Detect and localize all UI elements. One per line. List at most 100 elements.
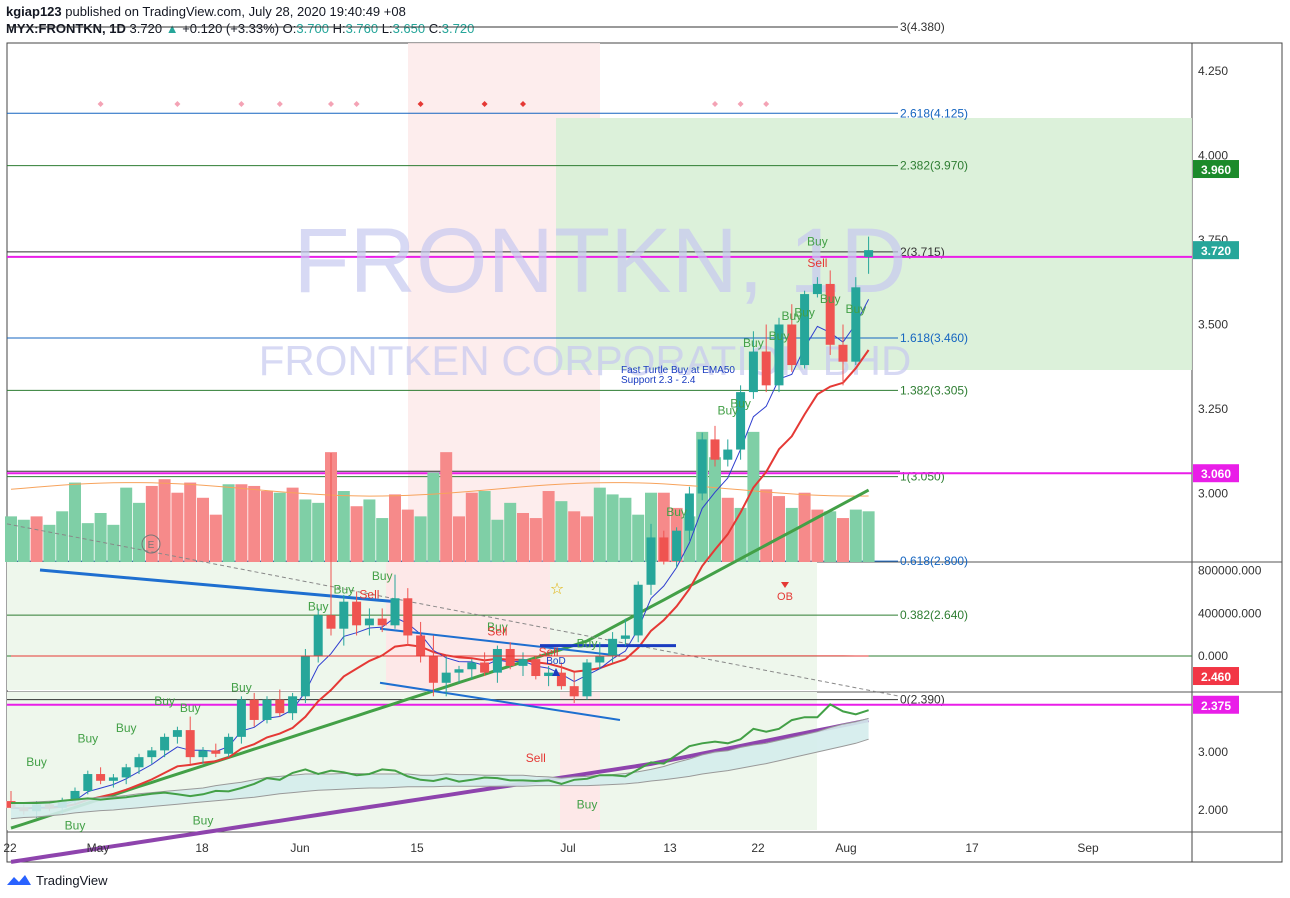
volume-bar <box>69 482 81 562</box>
fib-label: 1.618(3.460) <box>900 331 968 345</box>
volume-bar <box>862 511 875 562</box>
sell-signal-label: Sell <box>539 645 559 659</box>
fib-label: 2.618(4.125) <box>900 106 968 120</box>
diamond-marker <box>97 101 104 107</box>
candle-body <box>505 648 515 666</box>
diamond-marker <box>238 101 245 107</box>
volume-bar <box>606 494 619 562</box>
volume-bar <box>389 494 401 562</box>
diamond-marker <box>712 101 718 107</box>
volume-bar <box>158 479 171 562</box>
volume-bar <box>363 499 376 562</box>
diamond-marker <box>737 101 744 107</box>
candle-body <box>275 699 285 714</box>
ob-down-arrow-icon <box>781 582 789 588</box>
ema50-line <box>10 488 870 830</box>
osc2-buy-label: Buy <box>193 813 214 827</box>
buy-signal-label: Buy <box>730 397 751 411</box>
candle-body <box>672 530 682 562</box>
x-tick-label: 13 <box>663 841 677 855</box>
volume-bar <box>824 511 837 562</box>
volume-bar <box>235 484 248 562</box>
downtrend-line <box>6 523 901 697</box>
volume-bar <box>491 519 504 562</box>
price-tag-label: 3.720 <box>1201 244 1231 258</box>
candle-body <box>211 750 221 754</box>
candle-body <box>236 699 246 737</box>
candle-body <box>288 696 298 714</box>
price-tag-label: 3.060 <box>1201 467 1231 481</box>
x-tick-label: 22 <box>751 841 765 855</box>
candle-body <box>480 662 490 673</box>
price-tag <box>1193 695 1239 714</box>
volume-bar <box>56 511 69 562</box>
candle-body <box>736 392 746 450</box>
close-value: 3.720 <box>441 21 475 36</box>
y-tick-label: 3.000 <box>1198 487 1228 501</box>
candle-body <box>761 351 771 386</box>
volume-bar <box>465 492 478 562</box>
volume-bar <box>478 491 491 562</box>
osc1-ob-label: OB <box>777 591 793 603</box>
x-tick-label: 15 <box>410 841 424 855</box>
candle-body <box>224 736 234 754</box>
target-zone <box>556 118 1192 370</box>
candle-body <box>428 655 438 683</box>
volume-bar <box>171 492 184 562</box>
candle-body <box>441 672 451 683</box>
up-arrow-icon: ▲ <box>165 21 179 36</box>
osc2-buy-label: Buy <box>65 819 86 833</box>
candle-body <box>620 635 630 639</box>
osc2-band-upper <box>10 717 869 804</box>
volume-bar <box>811 509 824 562</box>
tradingview-footer[interactable]: TradingView <box>6 870 108 890</box>
candle-body <box>416 635 426 656</box>
ema200-line <box>10 718 869 864</box>
volume-bar <box>593 487 606 562</box>
candle-body <box>377 618 387 626</box>
fib-label: 2.382(3.970) <box>900 159 968 173</box>
volume-bar <box>248 485 261 562</box>
price-tag <box>1193 464 1239 483</box>
volume-bar <box>555 501 568 562</box>
uptrend-line <box>39 568 396 604</box>
candle-body <box>313 615 323 656</box>
buy-signal-label: Buy <box>231 681 252 695</box>
volume-bar <box>17 519 30 562</box>
annotation-text: Fast Turtle Buy at EMA50 <box>621 365 735 376</box>
candle-body <box>108 777 118 781</box>
fib-label: 3(4.380) <box>900 20 945 34</box>
buy-signal-label: Buy <box>577 637 598 651</box>
diamond-marker <box>353 101 360 107</box>
osc2-main-line <box>11 703 869 804</box>
volume-bar <box>734 507 747 562</box>
volume-bar <box>107 524 120 562</box>
high-label: H: <box>332 21 346 36</box>
diamond-marker <box>174 101 181 107</box>
author-name[interactable]: kgiap123 <box>6 4 62 19</box>
candle-body <box>518 659 528 666</box>
osc2-buy-label: Buy <box>577 798 598 812</box>
tradingview-logo-icon <box>7 875 31 885</box>
candle-body <box>723 449 733 460</box>
fib-label: 0.382(2.640) <box>900 608 968 622</box>
volume-bar <box>81 523 94 562</box>
bod-up-arrow-icon <box>552 668 560 676</box>
x-tick-label: Jun <box>290 841 309 855</box>
y-tick-label: 3.500 <box>1198 318 1228 332</box>
volume-bar <box>5 516 17 562</box>
published-text: published on TradingView.com, July 28, 2… <box>65 4 406 19</box>
high-value: 3.760 <box>345 21 379 36</box>
ohlc-line: MYX:FRONTKN, 1D 3.720 ▲ +0.120 (+3.33%) … <box>6 21 474 36</box>
candle-body <box>684 493 694 531</box>
volume-bar <box>401 509 414 562</box>
candle-body <box>364 618 374 626</box>
volume-bar <box>773 496 785 562</box>
candle-body <box>467 662 477 670</box>
volume-bar <box>581 516 593 562</box>
close-label: C: <box>428 21 442 36</box>
volume-bar <box>517 512 529 562</box>
buy-signal-label: Buy <box>333 583 354 597</box>
event-marker-icon <box>141 534 161 554</box>
